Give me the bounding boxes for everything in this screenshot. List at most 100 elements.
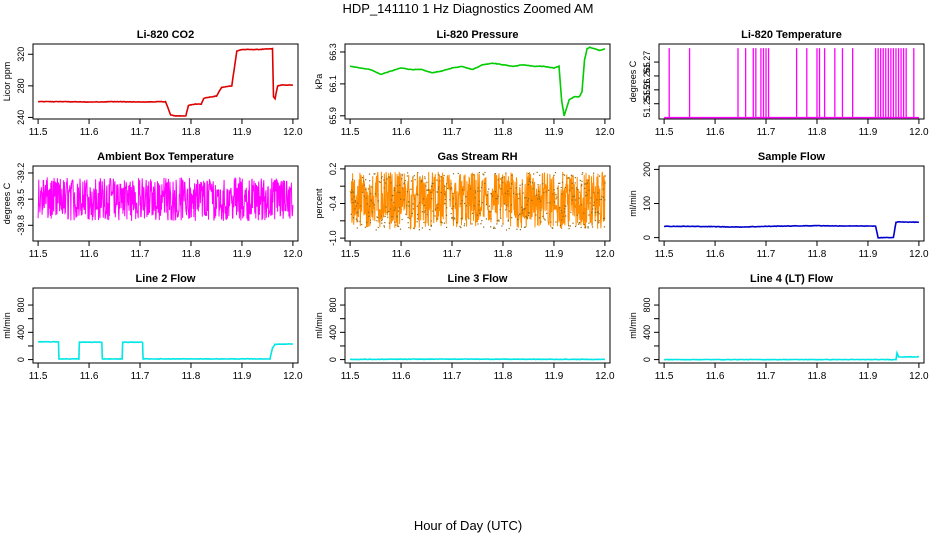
x-tick-label: 11.8: [494, 249, 513, 260]
data-line: [664, 350, 920, 361]
data-point: [431, 198, 433, 200]
data-point: [446, 226, 448, 228]
data-point: [576, 188, 578, 190]
data-point: [444, 198, 446, 201]
data-point: [511, 217, 513, 219]
data-point: [531, 199, 533, 201]
data-point: [519, 184, 521, 186]
plot-frame: [32, 43, 299, 120]
data-point: [560, 209, 562, 212]
data-point: [521, 206, 523, 208]
data-point: [478, 204, 480, 206]
data-point: [518, 193, 520, 195]
data-point: [498, 219, 500, 221]
data-point: [387, 216, 389, 218]
data-point: [376, 220, 378, 222]
x-tick-label: 11.5: [29, 127, 48, 138]
data-point: [397, 191, 399, 193]
data-point: [559, 182, 561, 184]
data-point: [430, 224, 432, 226]
data-point: [565, 205, 567, 207]
data-point: [519, 229, 521, 231]
data-point: [379, 181, 381, 183]
data-point: [556, 196, 558, 198]
data-point: [543, 192, 545, 194]
data-point: [518, 198, 520, 200]
data-point: [589, 202, 591, 204]
data-point: [413, 198, 415, 200]
chart-title: Li-820 CO2: [137, 29, 194, 41]
data-point: [574, 177, 576, 179]
data-point: [593, 201, 595, 203]
data-point: [356, 211, 358, 213]
data-point: [412, 208, 414, 210]
data-point: [545, 191, 547, 193]
data-point: [393, 189, 395, 191]
data-point: [591, 211, 593, 213]
data-point: [369, 219, 372, 221]
data-point: [365, 197, 367, 199]
data-point: [362, 191, 364, 193]
data-point: [387, 176, 390, 178]
data-point: [426, 213, 428, 216]
data-point: [497, 195, 499, 197]
data-point: [591, 223, 593, 225]
data-point: [416, 221, 418, 223]
x-tick-label: 11.7: [131, 371, 150, 382]
x-tick-label: 11.5: [341, 371, 360, 382]
y-tick-label: 400: [16, 325, 26, 340]
data-point: [383, 179, 385, 181]
data-point: [572, 175, 574, 177]
data-point: [495, 198, 497, 200]
data-point: [450, 187, 453, 189]
data-line: [38, 47, 293, 117]
chart-title: Line 2 Flow: [136, 273, 196, 285]
data-point: [490, 226, 492, 228]
data-point: [552, 193, 554, 195]
data-point: [350, 213, 352, 215]
plot-area: [664, 350, 920, 361]
data-point: [546, 212, 548, 214]
x-tick-label: 11.6: [706, 127, 725, 138]
x-tick-label: 11.7: [131, 127, 150, 138]
data-point: [487, 191, 489, 193]
data-point: [555, 194, 557, 196]
data-point: [581, 173, 583, 175]
y-tick-label: 0: [328, 357, 338, 362]
data-point: [584, 187, 586, 189]
x-tick-label: 12.0: [283, 249, 303, 260]
data-point: [445, 214, 448, 216]
data-point: [508, 210, 511, 212]
data-point: [426, 181, 428, 183]
data-point: [494, 227, 496, 229]
data-point: [430, 225, 432, 227]
data-point: [383, 226, 385, 228]
data-point: [423, 221, 425, 224]
data-point: [486, 194, 488, 196]
data-point: [383, 225, 385, 227]
data-point: [366, 203, 368, 205]
data-point: [544, 219, 546, 221]
data-point: [488, 211, 490, 213]
data-point: [352, 191, 354, 193]
data-point: [430, 191, 432, 193]
data-point: [451, 207, 453, 209]
data-point: [511, 174, 513, 176]
data-point: [521, 210, 523, 212]
data-point: [549, 202, 551, 204]
data-point: [399, 184, 401, 186]
data-point: [475, 192, 477, 194]
data-point: [564, 186, 566, 189]
data-point: [430, 220, 432, 222]
data-point: [497, 179, 499, 181]
data-point: [575, 199, 577, 201]
y-axis-label: kPa: [314, 74, 324, 90]
data-point: [571, 182, 573, 184]
data-point: [527, 183, 529, 186]
data-point: [538, 217, 540, 219]
data-point: [440, 221, 442, 223]
data-point: [361, 223, 363, 226]
data-point: [378, 181, 380, 183]
data-point: [452, 219, 454, 221]
